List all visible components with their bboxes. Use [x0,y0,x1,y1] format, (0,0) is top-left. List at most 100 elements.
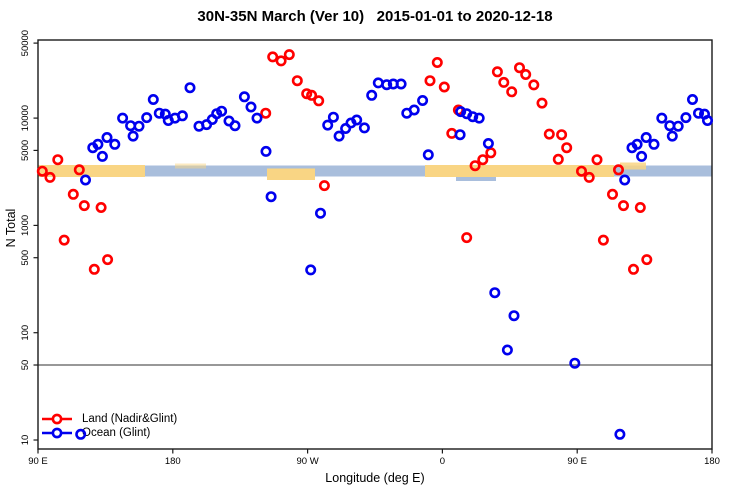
data-point [313,95,325,107]
data-point [461,108,473,120]
data-point [78,200,90,212]
data-point [640,132,652,144]
data-point [283,49,295,61]
data-point [498,76,510,88]
data-point [520,69,532,81]
plot-frame [37,39,713,450]
y-axis-label: N Total [4,208,18,248]
data-point [159,108,171,120]
coverage-band [38,165,145,177]
data-point [634,202,646,214]
data-point [260,145,272,157]
data-point [201,119,213,131]
data-point [133,120,145,132]
data-point [327,111,339,123]
data-point [561,142,573,154]
data-point [641,254,653,266]
coverage-band [145,165,712,177]
data-point [680,112,692,124]
coverage-band [175,163,206,169]
data-point [96,150,108,162]
data-point [686,94,698,106]
data-point [401,107,413,119]
data-point [469,160,481,172]
y-tick-label: 500 [20,250,31,266]
data-point [184,82,196,94]
data-point [506,86,518,98]
data-point [454,129,466,141]
data-point [556,129,568,141]
data-point [477,154,489,166]
data-point [617,200,629,212]
data-point [552,153,564,165]
data-point [491,66,503,78]
data-point [417,95,429,107]
data-point [446,127,458,139]
coverage-band [267,168,315,180]
data-point [666,130,678,142]
data-point [473,112,485,124]
data-point [455,106,467,118]
coverage-band [620,162,646,170]
y-tick-label: 50 [20,360,31,371]
data-point [648,138,660,150]
data-point [395,78,407,90]
data-point [291,75,303,87]
data-point [351,114,363,126]
data-point [631,138,643,150]
land-legend-symbol [42,413,72,425]
data-point [698,108,710,120]
data-point [366,89,378,101]
data-point [92,138,104,150]
data-point [102,254,114,266]
data-point [575,165,587,177]
data-point [508,310,520,322]
data-point [211,108,223,120]
x-tick-label: 90 E [567,456,587,467]
data-point [408,104,420,116]
data-point [569,357,581,369]
data-point [117,112,129,124]
data-point [109,138,121,150]
data-point [482,138,494,150]
data-point [265,191,277,203]
data-point [216,105,228,117]
data-point [489,287,501,299]
data-point [438,81,450,93]
data-point [501,344,513,356]
data-point [95,202,107,214]
data-point [513,62,525,74]
data-point [333,130,345,142]
data-point [141,112,153,124]
data-point [52,154,64,166]
x-tick-label: 180 [165,456,181,467]
y-tick-label: 5000 [20,140,31,161]
data-point [229,120,241,132]
coverage-band [456,172,496,181]
data-point [147,94,159,106]
x-tick-label: 0 [440,456,445,467]
data-point [314,207,326,219]
data-point [597,234,609,246]
data-point [345,117,357,129]
data-point [381,79,393,91]
legend: Land (Nadir&Glint) Ocean (Glint) [40,412,177,440]
data-point [672,120,684,132]
legend-label-land: Land (Nadir&Glint) [82,413,178,425]
data-point [125,120,137,132]
data-point [692,107,704,119]
data-point [614,428,626,440]
data-point [612,164,624,176]
data-point [73,164,85,176]
data-point [340,123,352,135]
x-tick-label: 180 [704,456,720,467]
data-point [260,107,272,119]
data-point [153,107,165,119]
data-point [169,112,181,124]
coverage-band [425,165,614,177]
chart-title: 30N-35N March (Ver 10) 2015-01-01 to 202… [197,8,553,25]
y-tick-label: 100 [20,325,31,341]
data-point [88,263,100,275]
data-point [223,115,235,127]
